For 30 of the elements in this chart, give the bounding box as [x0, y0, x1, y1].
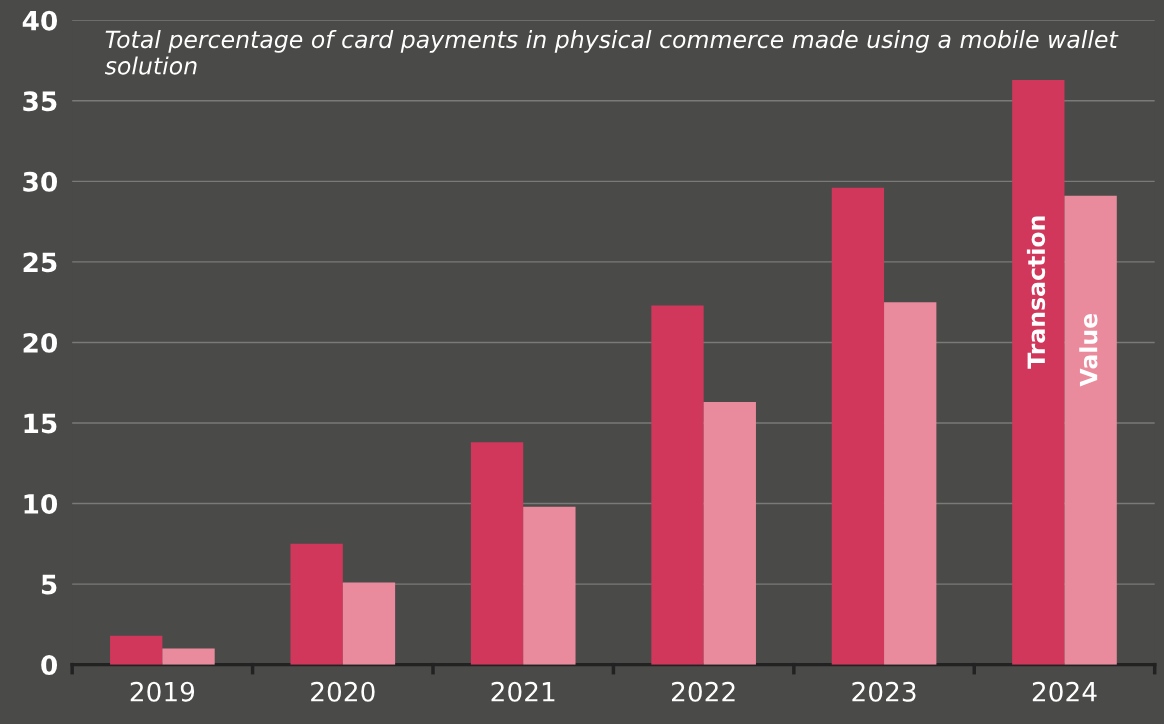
y-tick-label: 20: [23, 332, 58, 353]
y-tick-label: 40: [22, 10, 58, 31]
bar: [470, 442, 524, 665]
bar: [523, 506, 576, 665]
y-tick-label: 25: [23, 252, 57, 273]
bar: [1012, 79, 1065, 665]
text: Total percentage of card payments in physical commerce made using a mobile wallet solution: [104, 29, 1119, 75]
y-tick-label: 5: [41, 574, 57, 595]
bar: [342, 582, 396, 665]
x-tick-label: 2022: [671, 681, 735, 702]
y-tick-label: 35: [23, 91, 57, 112]
bar: [162, 648, 215, 665]
bar: [884, 302, 937, 665]
x-tick-label: 2019: [130, 681, 195, 702]
bar: [1064, 195, 1117, 665]
x-tick-label: 2021: [491, 681, 555, 702]
series-label: Value: [1079, 313, 1098, 387]
series-label: Transaction: [1026, 216, 1046, 369]
y-tick-label: 0: [41, 655, 58, 676]
bar: [651, 305, 704, 665]
x-tick-label: 2020: [311, 681, 375, 702]
bar: [290, 543, 343, 665]
y-tick-label: 30: [23, 171, 58, 192]
y-tick-label: 15: [24, 413, 57, 434]
y-tick-label: 10: [24, 493, 58, 514]
x-tick-label: 2024: [1032, 681, 1097, 702]
x-tick-label: 2023: [852, 681, 916, 702]
bar: [110, 635, 163, 665]
bar: [831, 187, 885, 665]
bar: [703, 402, 756, 665]
